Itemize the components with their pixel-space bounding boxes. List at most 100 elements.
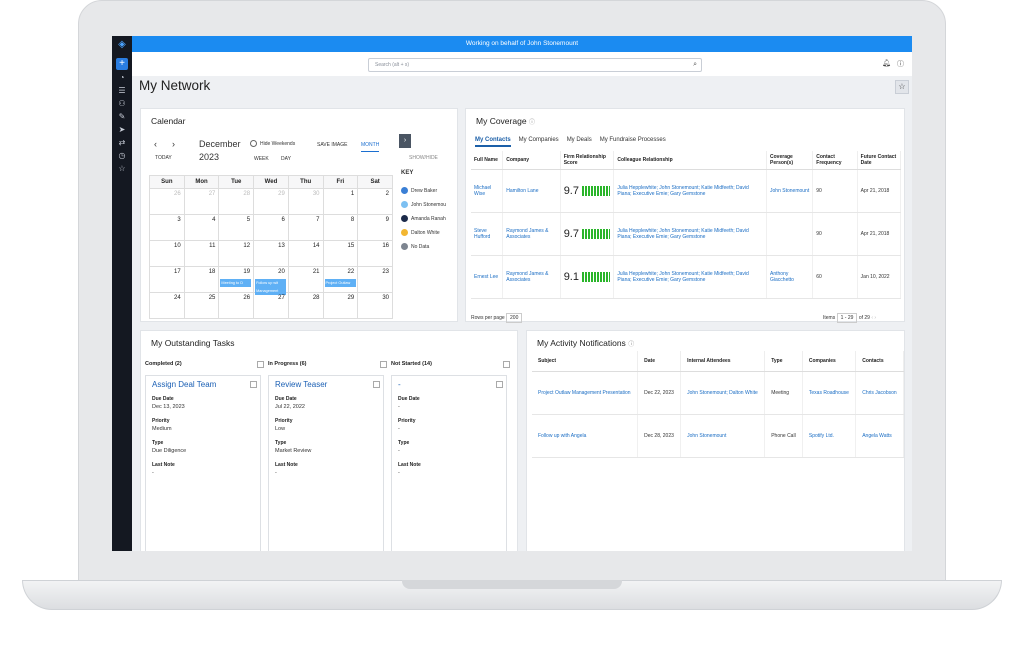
column-header[interactable]: Contact Frequency: [812, 151, 858, 170]
calendar-day-cell[interactable]: 15: [322, 240, 359, 267]
key-item[interactable]: Drew Baker: [401, 187, 437, 194]
calendar-day-cell[interactable]: 29: [253, 188, 289, 215]
task-checkbox[interactable]: [496, 381, 503, 388]
contact-link[interactable]: Chris Jacobson: [855, 371, 904, 415]
calendar-day-cell[interactable]: 29: [322, 292, 359, 319]
tab-my-deals[interactable]: My Deals: [566, 137, 592, 143]
column-header[interactable]: Company: [502, 151, 561, 170]
calendar-event[interactable]: Project Outlaw: [324, 279, 356, 287]
calendar-day-cell[interactable]: 8: [322, 214, 359, 241]
key-item[interactable]: Amanda Ranah: [401, 215, 446, 222]
coverage-person-link[interactable]: [766, 212, 814, 256]
colleague-links[interactable]: Julia Hepplewhite; John Stonemount; Kati…: [613, 212, 768, 256]
bell-icon[interactable]: 🔔︎: [882, 60, 891, 67]
sync-icon[interactable]: ⇄: [118, 138, 126, 147]
task-title[interactable]: Review Teaser: [275, 380, 328, 389]
calendar-day-cell[interactable]: 10: [149, 240, 185, 267]
column-header[interactable]: Full Name: [471, 151, 504, 170]
key-item[interactable]: John Stonemou: [401, 201, 446, 208]
prev-month-icon[interactable]: ‹: [154, 139, 157, 149]
history-icon[interactable]: ◷: [118, 151, 126, 160]
tools-icon[interactable]: ✎: [118, 112, 126, 121]
calendar-day-cell[interactable]: 28: [287, 292, 324, 319]
calendar-day-cell[interactable]: 11: [183, 240, 220, 267]
calendar-day-cell[interactable]: 14: [287, 240, 324, 267]
calendar-day-cell[interactable]: 27: [253, 292, 289, 319]
rows-per-page-select[interactable]: 200: [506, 313, 523, 323]
colleague-links[interactable]: Julia Hepplewhite; John Stonemount; Kati…: [613, 255, 768, 299]
prev-page-icon[interactable]: ‹: [871, 315, 873, 321]
column-header[interactable]: Date: [637, 351, 682, 372]
calendar-day-cell[interactable]: 21: [287, 266, 324, 293]
contact-name-link[interactable]: Ernest Lee: [471, 255, 504, 299]
calendar-day-cell[interactable]: 26: [149, 188, 185, 215]
subject-link[interactable]: Follow up with Angela: [532, 414, 639, 458]
task-card[interactable]: - Due Date - Priority - Type - Last Note -: [391, 375, 507, 551]
tab-my-fundraise-processes[interactable]: My Fundraise Processes: [599, 137, 666, 143]
tab-my-contacts[interactable]: My Contacts: [475, 137, 511, 147]
calendar-day-cell[interactable]: 27: [183, 188, 220, 215]
column-header[interactable]: Coverage Person(s): [766, 151, 814, 170]
column-header[interactable]: Internal Attendees: [680, 351, 766, 372]
info-icon[interactable]: ⓘ: [628, 342, 635, 348]
search-input[interactable]: Search (alt + s) ⌕: [368, 58, 702, 72]
coverage-person-link[interactable]: Anthony Giacchetto: [766, 255, 814, 299]
calendar-day-cell[interactable]: 12: [218, 240, 255, 267]
hide-weekends-toggle[interactable]: Hide Weekends: [250, 140, 295, 147]
favorite-star-button[interactable]: ☆: [895, 80, 909, 94]
favorites-icon[interactable]: ☆: [118, 164, 126, 173]
calendar-day-cell[interactable]: 30: [357, 292, 393, 319]
dashboard-icon[interactable]: ◔: [119, 73, 125, 82]
attendees-link[interactable]: John Stonemount: [680, 414, 766, 458]
calendar-day-cell[interactable]: 26: [218, 292, 255, 319]
calendar-day-cell[interactable]: 7: [287, 214, 324, 241]
calendar-day-cell[interactable]: 20 Follow up wit Management: [253, 266, 289, 295]
items-range[interactable]: 1 - 29: [836, 313, 858, 323]
company-link[interactable]: Spotify Ltd.: [802, 414, 857, 458]
task-title[interactable]: -: [398, 380, 401, 389]
task-checkbox[interactable]: [373, 381, 380, 388]
calendar-event[interactable]: Follow up wit: [255, 279, 287, 287]
company-link[interactable]: Raymond James & Associates: [502, 212, 561, 256]
week-view-button[interactable]: WEEK: [254, 156, 269, 162]
key-item[interactable]: No Data: [401, 243, 429, 250]
coverage-person-link[interactable]: John Stonemount: [766, 169, 814, 213]
calendar-day-cell[interactable]: 3: [149, 214, 185, 241]
contact-link[interactable]: Angela Watts: [855, 414, 904, 458]
company-link[interactable]: Texas Roadhouse: [802, 371, 857, 415]
column-checkbox[interactable]: [257, 361, 264, 368]
calendar-day-cell[interactable]: 22 Project Outlaw: [322, 266, 359, 293]
column-header[interactable]: Type: [764, 351, 803, 372]
column-header[interactable]: Subject: [532, 351, 639, 372]
calendar-event[interactable]: Management: [255, 287, 287, 295]
calendar-day-cell[interactable]: 4: [183, 214, 220, 241]
tab-my-companies[interactable]: My Companies: [518, 137, 559, 143]
calendar-day-cell[interactable]: 1: [322, 188, 359, 215]
subject-link[interactable]: Project Outlaw Management Presentation: [532, 371, 639, 415]
company-link[interactable]: Raymond James & Associates: [502, 255, 561, 299]
task-checkbox[interactable]: [250, 381, 257, 388]
calendar-day-cell[interactable]: 24: [149, 292, 185, 319]
calendar-day-cell[interactable]: 2: [357, 188, 393, 215]
logo-icon[interactable]: ◈: [118, 39, 126, 50]
contact-name-link[interactable]: Michael Wise: [471, 169, 504, 213]
task-card[interactable]: Assign Deal Team Due Date Dec 13, 2023 Prio…: [145, 375, 261, 551]
calendar-event[interactable]: Meeting to D: [220, 279, 252, 287]
calendar-day-cell[interactable]: 25: [183, 292, 220, 319]
calendar-day-cell[interactable]: 23: [357, 266, 393, 293]
collapse-key-button[interactable]: ›: [399, 134, 411, 148]
column-checkbox[interactable]: [380, 361, 387, 368]
list-icon[interactable]: ☰: [118, 86, 126, 95]
task-title[interactable]: Assign Deal Team: [152, 380, 217, 389]
add-icon[interactable]: +: [116, 58, 128, 70]
column-header[interactable]: Future Contact Date: [857, 151, 902, 170]
send-icon[interactable]: ➤: [118, 125, 126, 134]
task-card[interactable]: Review Teaser Due Date Jul 22, 2022 Priorit…: [268, 375, 384, 551]
calendar-day-cell[interactable]: 28: [218, 188, 255, 215]
calendar-day-cell[interactable]: 9: [357, 214, 393, 241]
next-month-icon[interactable]: ›: [172, 139, 175, 149]
calendar-day-cell[interactable]: 30: [287, 188, 324, 215]
search-icon[interactable]: ⌕: [693, 61, 697, 68]
column-checkbox[interactable]: [503, 361, 510, 368]
column-header[interactable]: Companies: [802, 351, 857, 372]
